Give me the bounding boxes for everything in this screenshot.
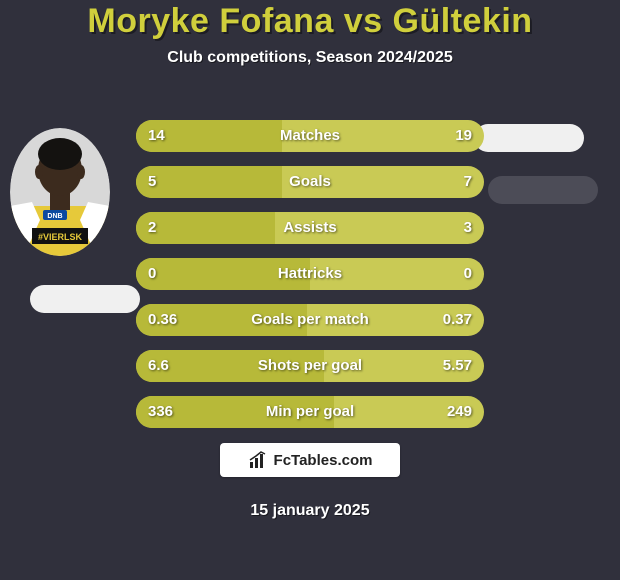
stat-label: Goals per match	[136, 304, 484, 336]
chart-icon	[248, 450, 268, 470]
stat-right-value: 5.57	[443, 350, 472, 382]
page-subtitle: Club competitions, Season 2024/2025	[0, 49, 620, 67]
stat-right-value: 7	[464, 166, 472, 198]
player-left-portrait: DNB #VIERLSK	[10, 128, 110, 256]
player-right-club-badge-top	[474, 124, 584, 152]
player-right-club-badge-mid	[488, 176, 598, 204]
page-title: Moryke Fofana vs Gültekin	[0, 0, 620, 41]
stats-rows: 14 Matches 19 5 Goals 7 2 Assists 3 0 Ha…	[136, 120, 484, 442]
stat-right-value: 3	[464, 212, 472, 244]
player-left-club-badge	[30, 285, 140, 313]
sponsor-text: DNB	[47, 213, 62, 220]
stat-label: Assists	[136, 212, 484, 244]
stat-right-value: 0	[464, 258, 472, 290]
shirt-text: #VIERLSK	[38, 232, 83, 242]
stat-label: Goals	[136, 166, 484, 198]
stat-label: Min per goal	[136, 396, 484, 428]
stat-label: Hattricks	[136, 258, 484, 290]
stat-row-goals: 5 Goals 7	[136, 166, 484, 198]
stat-row-assists: 2 Assists 3	[136, 212, 484, 244]
stat-right-value: 249	[447, 396, 472, 428]
player-left-avatar-icon: DNB #VIERLSK	[10, 128, 110, 256]
footer-brand-text: FcTables.com	[274, 452, 373, 469]
footer-date: 15 january 2025	[0, 502, 620, 520]
stat-row-matches: 14 Matches 19	[136, 120, 484, 152]
stat-right-value: 19	[455, 120, 472, 152]
footer-brand-badge: FcTables.com	[220, 443, 400, 477]
stat-row-spg: 6.6 Shots per goal 5.57	[136, 350, 484, 382]
stat-row-hattricks: 0 Hattricks 0	[136, 258, 484, 290]
stat-label: Matches	[136, 120, 484, 152]
stat-right-value: 0.37	[443, 304, 472, 336]
stat-row-gpm: 0.36 Goals per match 0.37	[136, 304, 484, 336]
page-root: Moryke Fofana vs Gültekin Club competiti…	[0, 0, 620, 580]
stat-label: Shots per goal	[136, 350, 484, 382]
stat-row-mpg: 336 Min per goal 249	[136, 396, 484, 428]
